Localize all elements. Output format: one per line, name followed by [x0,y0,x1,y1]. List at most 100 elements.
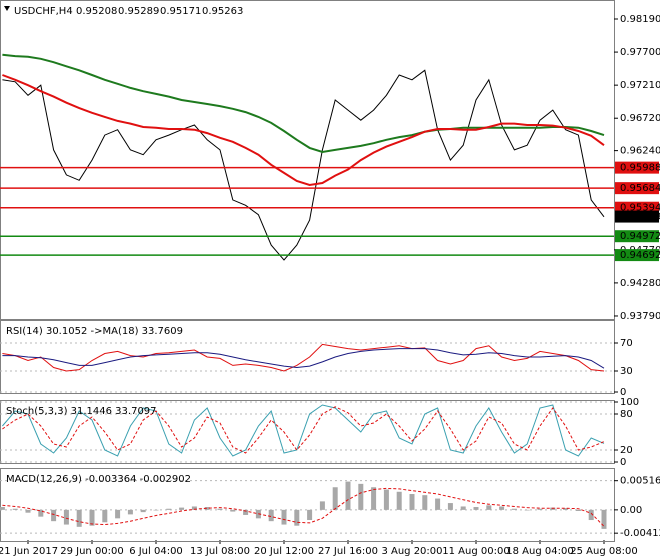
level-label: 0.94692 [620,250,660,261]
price-label: 0.95263 [620,212,660,223]
ohlc-value: 0.95208 [76,6,117,17]
menu-arrow [4,6,10,11]
histogram-bar [268,509,274,522]
panel-title: USDCHF,H4 [14,6,73,17]
histogram-bar [371,487,377,510]
histogram-bar [537,508,543,510]
series-line [2,406,605,454]
histogram-bar [76,509,82,527]
x-tick-label: 6 Jul 04:00 [129,546,183,557]
histogram-bar [307,509,313,521]
y-tick-label: 20 [620,445,633,456]
histogram-bar [396,491,402,510]
x-tick-label: 11 Aug 00:00 [442,546,509,557]
panel-title: RSI(14) 30.1052 ->MA(18) 33.7609 [6,326,183,337]
series-line [2,69,605,261]
histogram-bar [89,509,95,526]
histogram-bar [473,507,479,510]
y-tick-label: 30 [620,366,633,377]
y-tick-label: 100 [620,397,639,408]
histogram-bar [601,509,607,529]
histogram-bar [486,505,492,510]
histogram-bar [435,498,441,510]
histogram-bar [153,509,159,511]
histogram-bar [179,507,185,510]
level-label: 0.95684 [620,183,660,194]
y-tick-label: 0.98190 [620,14,660,25]
histogram-bar [358,483,364,510]
x-tick-label: 3 Aug 20:00 [381,546,442,557]
histogram-bar [115,509,121,519]
histogram-bar [140,509,146,513]
y-tick-label: 0.00 [620,505,642,516]
histogram-bar [102,509,108,523]
histogram-bar [281,509,287,525]
histogram-bar [511,508,517,510]
x-tick-label: 27 Jul 16:00 [318,546,378,557]
y-tick-label: 0.97210 [620,80,660,91]
histogram-bar [460,506,466,510]
ohlc-value: 0.95263 [202,6,243,17]
histogram-bar [332,487,338,510]
histogram-bar [409,494,415,510]
histogram-bar [422,495,428,510]
y-tick-label: 0.96240 [620,146,660,157]
y-tick-label: 0 [620,457,626,468]
histogram-bar [588,509,594,521]
y-tick-label: 70 [620,338,633,349]
level-label: 0.95988 [620,163,660,174]
panel-frame [0,0,615,320]
y-tick-label: 0 [620,387,626,398]
x-tick-label: 13 Jul 08:00 [190,546,250,557]
histogram-bar [63,509,69,525]
series-line [2,487,605,527]
histogram-bar [243,509,249,515]
histogram-bar [563,508,569,510]
histogram-bar [38,509,44,517]
y-tick-label: 80 [620,409,633,420]
histogram-bar [191,506,197,510]
level-label: 0.95394 [620,203,660,214]
x-tick-label: 18 Aug 04:00 [506,546,573,557]
histogram-bar [127,509,133,515]
histogram-bar [12,508,18,510]
panel-title: MACD(12,26,9) -0.003364 -0.002902 [6,474,191,485]
panel-title: Stoch(5,3,3) 31.1446 33.7097 [6,406,157,417]
ohlc-value: 0.95289 [118,6,159,17]
histogram-bar [51,509,57,522]
histogram-bar [550,507,556,510]
level-label-box [615,249,659,262]
histogram-bar [499,506,505,510]
panel-frame [0,400,615,464]
histogram-bar [383,489,389,510]
panel-frame [0,320,615,394]
level-label-box [615,182,659,195]
histogram-bar [230,509,236,512]
histogram-bar [294,509,300,526]
series-line [2,343,605,372]
x-tick-label: 21 Jun 2017 [0,546,58,557]
histogram-bar [345,481,351,510]
panel-frame [0,468,615,542]
histogram-bar [204,507,210,510]
y-tick-label: 0.93790 [620,311,660,322]
level-label: 0.94972 [620,231,660,242]
histogram-bar [25,509,31,513]
histogram-bar [524,509,530,511]
ohlc-value: 0.95171 [160,6,201,17]
series-line [2,404,605,457]
histogram-bar [447,503,453,510]
level-label-box [615,230,659,243]
y-tick-label: 0.96720 [620,113,660,124]
series-line [2,53,605,154]
series-line [2,74,605,187]
y-tick-label: 0.00516 [620,476,660,487]
histogram-bar [575,509,581,511]
level-label-box [615,161,659,174]
histogram-bar [166,508,172,510]
x-tick-label: 20 Jul 12:00 [254,546,314,557]
price-label-box [615,210,659,223]
series-line [2,348,605,369]
